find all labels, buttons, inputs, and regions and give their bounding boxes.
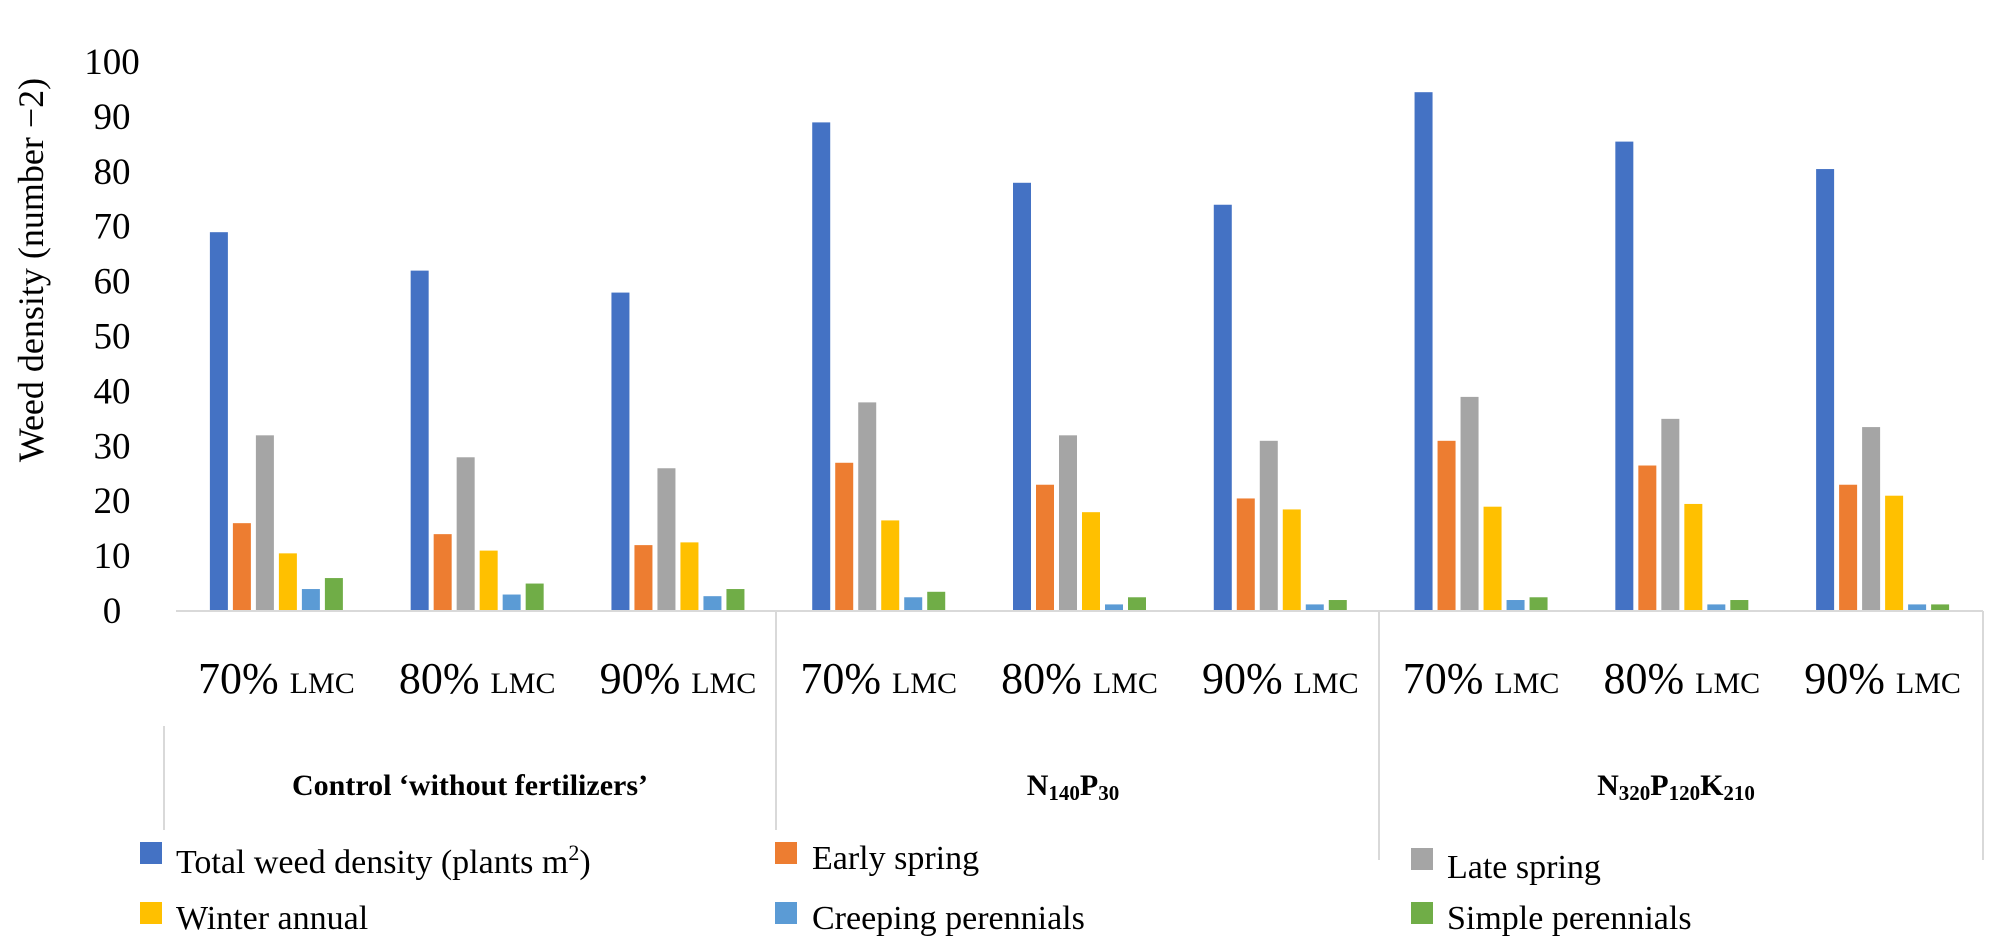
category-label: 70% LMC bbox=[1403, 654, 1560, 703]
legend-swatch bbox=[775, 842, 797, 864]
legend-label: Creeping perennials bbox=[812, 900, 1085, 937]
group-label: N320P120K210 bbox=[1597, 769, 1755, 805]
bar bbox=[657, 468, 676, 611]
bar bbox=[1615, 141, 1634, 612]
legend-swatch bbox=[1411, 902, 1433, 924]
bar bbox=[858, 402, 877, 611]
bar bbox=[1414, 92, 1433, 611]
bar bbox=[209, 232, 228, 611]
bar bbox=[611, 292, 630, 611]
bar bbox=[502, 594, 521, 611]
bar bbox=[456, 457, 475, 611]
bar bbox=[1082, 512, 1100, 611]
bar bbox=[324, 578, 343, 611]
bar bbox=[835, 462, 854, 611]
bar bbox=[904, 597, 923, 611]
bar bbox=[301, 589, 320, 611]
y-tick-label: 80 bbox=[94, 152, 131, 193]
bar bbox=[1730, 600, 1749, 611]
bar bbox=[881, 520, 900, 611]
y-tick-label: 90 bbox=[94, 97, 131, 138]
legend-label: Late spring bbox=[1447, 849, 1601, 886]
bar bbox=[1128, 597, 1146, 611]
legend-swatch bbox=[140, 902, 162, 924]
category-label: 80% LMC bbox=[1603, 654, 1760, 703]
category-label: 70% LMC bbox=[800, 654, 957, 703]
bar bbox=[410, 270, 429, 611]
bar bbox=[1437, 440, 1456, 611]
bars bbox=[209, 92, 1950, 612]
bar bbox=[1661, 418, 1680, 611]
y-axis-label: Weed density (number −2) bbox=[11, 78, 51, 462]
group-labels: Control ‘without fertilizers’ N140P30 N320… bbox=[292, 769, 1755, 805]
y-tick-label: 100 bbox=[84, 42, 140, 83]
bar bbox=[433, 534, 452, 611]
bar bbox=[1931, 604, 1950, 611]
category-label: 90% LMC bbox=[1202, 654, 1359, 703]
bar bbox=[1236, 498, 1255, 611]
bar bbox=[1460, 396, 1479, 611]
bar bbox=[1529, 597, 1548, 611]
bar bbox=[232, 523, 251, 611]
bar bbox=[255, 435, 274, 611]
legend-swatch bbox=[140, 842, 162, 864]
bar bbox=[525, 583, 544, 611]
bar bbox=[927, 591, 946, 611]
bar bbox=[680, 542, 699, 611]
bar bbox=[1862, 427, 1881, 611]
bar bbox=[703, 596, 722, 611]
category-label: 70% LMC bbox=[198, 654, 355, 703]
bar bbox=[1259, 440, 1278, 611]
axis-lines bbox=[163, 610, 1984, 860]
bar bbox=[726, 589, 745, 611]
bar bbox=[1707, 604, 1726, 611]
legend-label: Simple perennials bbox=[1447, 900, 1692, 937]
group-label: Control ‘without fertilizers’ bbox=[292, 769, 648, 802]
bar bbox=[1816, 169, 1835, 611]
bar bbox=[1483, 506, 1502, 611]
category-label: 80% LMC bbox=[399, 654, 556, 703]
bar bbox=[1013, 182, 1031, 611]
y-tick-label: 0 bbox=[103, 591, 122, 632]
y-tick-label: 60 bbox=[94, 262, 131, 303]
y-tick-label: 50 bbox=[94, 317, 131, 358]
bar bbox=[634, 545, 653, 611]
category-label: 90% LMC bbox=[600, 654, 757, 703]
bar bbox=[1036, 484, 1054, 611]
category-label: 80% LMC bbox=[1001, 654, 1158, 703]
bar bbox=[1105, 604, 1123, 611]
legend-label: Total weed density (plants m2) bbox=[176, 840, 591, 881]
bar bbox=[1305, 604, 1324, 611]
y-tick-label: 10 bbox=[94, 536, 131, 577]
bar bbox=[1213, 204, 1232, 612]
bar bbox=[1638, 465, 1657, 611]
legend: Total weed density (plants m2) Early spri… bbox=[140, 840, 1692, 937]
category-label: 90% LMC bbox=[1804, 654, 1961, 703]
bar bbox=[1506, 600, 1525, 611]
bar bbox=[479, 550, 498, 611]
group-label: N140P30 bbox=[1027, 769, 1120, 805]
legend-swatch bbox=[1411, 848, 1433, 870]
bar bbox=[1282, 509, 1301, 611]
legend-swatch bbox=[775, 902, 797, 924]
y-tick-label: 20 bbox=[94, 481, 131, 522]
bar bbox=[1839, 484, 1858, 611]
bar bbox=[1908, 604, 1927, 611]
legend-label: Early spring bbox=[812, 840, 979, 877]
category-labels: 70% LMC 80% LMC 90% LMC 70% LMC 80% LMC 90% L… bbox=[198, 654, 1961, 703]
legend-label: Winter annual bbox=[176, 900, 368, 937]
y-tick-label: 40 bbox=[94, 371, 131, 412]
y-tick-label: 70 bbox=[94, 207, 131, 248]
bar bbox=[278, 553, 297, 611]
bar bbox=[1059, 435, 1077, 611]
bar bbox=[1328, 600, 1347, 611]
y-tick-label: 30 bbox=[94, 426, 131, 467]
bar bbox=[812, 122, 831, 611]
bar bbox=[1885, 495, 1904, 611]
bar bbox=[1684, 503, 1703, 611]
